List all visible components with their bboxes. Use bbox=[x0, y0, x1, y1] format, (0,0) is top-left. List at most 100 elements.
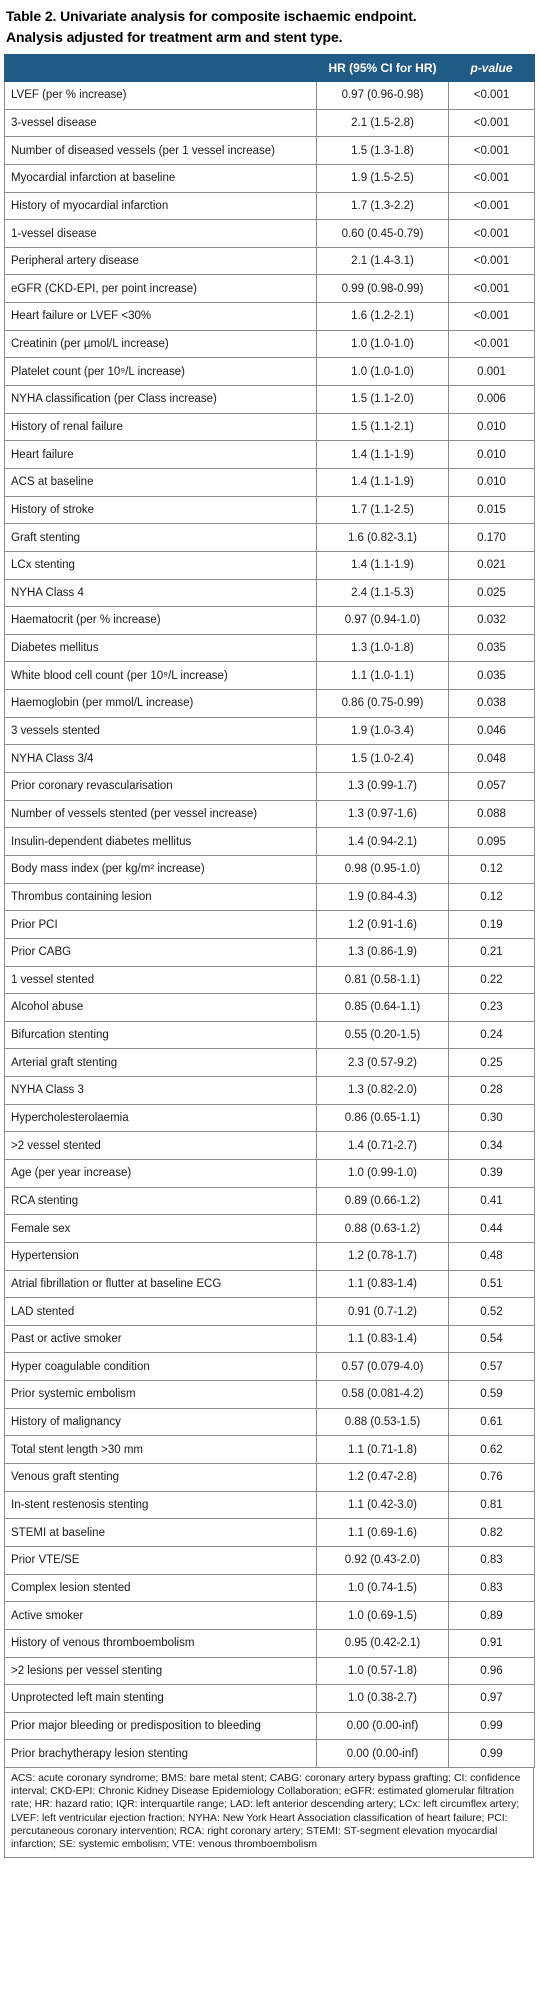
cell-pvalue: 0.21 bbox=[448, 937, 535, 967]
cell-pvalue: 0.010 bbox=[448, 440, 535, 469]
cell-hr: 0.85 (0.64-1.1) bbox=[316, 993, 449, 1022]
cell-hr: 0.55 (0.20-1.5) bbox=[316, 1020, 449, 1050]
table-row: 3 vessels stented 1.9 (1.0-3.4) 0.046 bbox=[4, 716, 535, 746]
table-row: Hypercholesterolaemia 0.86 (0.65-1.1) 0.30 bbox=[4, 1103, 535, 1133]
cell-variable: Body mass index (per kg/m² increase) bbox=[4, 854, 317, 884]
cell-variable: Myocardial infarction at baseline bbox=[4, 163, 317, 193]
cell-variable: Hyper coagulable condition bbox=[4, 1352, 317, 1382]
cell-hr: 1.0 (1.0-1.0) bbox=[316, 357, 449, 387]
cell-variable: >2 vessel stented bbox=[4, 1131, 317, 1160]
cell-pvalue: <0.001 bbox=[448, 219, 535, 248]
cell-variable: eGFR (CKD-EPI, per point increase) bbox=[4, 274, 317, 304]
cell-hr: 0.97 (0.94-1.0) bbox=[316, 606, 449, 635]
cell-pvalue: 0.89 bbox=[448, 1601, 535, 1630]
cell-hr: 1.0 (0.69-1.5) bbox=[316, 1601, 449, 1630]
table-row: Hypertension 1.2 (0.78-1.7) 0.48 bbox=[4, 1241, 535, 1271]
univariate-table: HR (95% CI for HR) p-value LVEF (per % i… bbox=[4, 54, 535, 1769]
cell-variable: Thrombus containing lesion bbox=[4, 882, 317, 912]
table-row: Past or active smoker 1.1 (0.83-1.4) 0.54 bbox=[4, 1324, 535, 1354]
cell-hr: 1.5 (1.1-2.1) bbox=[316, 412, 449, 442]
cell-pvalue: 0.54 bbox=[448, 1324, 535, 1354]
cell-hr: 2.1 (1.5-2.8) bbox=[316, 108, 449, 138]
cell-hr: 0.88 (0.53-1.5) bbox=[316, 1407, 449, 1437]
table-row: NYHA Class 4 2.4 (1.1-5.3) 0.025 bbox=[4, 578, 535, 608]
cell-variable: Prior CABG bbox=[4, 937, 317, 967]
table-row: Age (per year increase) 1.0 (0.99-1.0) 0.3… bbox=[4, 1158, 535, 1188]
cell-hr: 1.7 (1.3-2.2) bbox=[316, 191, 449, 221]
cell-pvalue: 0.99 bbox=[448, 1711, 535, 1741]
cell-hr: 0.00 (0.00-inf) bbox=[316, 1739, 449, 1769]
cell-variable: Heart failure bbox=[4, 440, 317, 469]
cell-hr: 1.3 (0.97-1.6) bbox=[316, 799, 449, 829]
cell-variable: History of myocardial infarction bbox=[4, 191, 317, 221]
cell-pvalue: <0.001 bbox=[448, 108, 535, 138]
table-row: History of myocardial infarction 1.7 (1.3… bbox=[4, 191, 535, 221]
table-row: Body mass index (per kg/m² increase) 0.98… bbox=[4, 854, 535, 884]
cell-variable: LCx stenting bbox=[4, 550, 317, 580]
cell-hr: 1.9 (1.0-3.4) bbox=[316, 716, 449, 746]
table-row: Prior VTE/SE 0.92 (0.43-2.0) 0.83 bbox=[4, 1545, 535, 1575]
table-body: LVEF (per % increase) 0.97 (0.96-0.98) <0.… bbox=[4, 81, 535, 1769]
cell-variable: STEMI at baseline bbox=[4, 1518, 317, 1547]
table-row: RCA stenting 0.89 (0.66-1.2) 0.41 bbox=[4, 1186, 535, 1216]
table-row: Creatinin (per µmol/L increase) 1.0 (1.0-… bbox=[4, 329, 535, 359]
cell-variable: Heart failure or LVEF <30% bbox=[4, 302, 317, 331]
table-row: >2 vessel stented 1.4 (0.71-2.7) 0.34 bbox=[4, 1131, 535, 1160]
table-row: Prior systemic embolism 0.58 (0.081-4.2) 0… bbox=[4, 1380, 535, 1409]
table-row: NYHA Class 3/4 1.5 (1.0-2.4) 0.048 bbox=[4, 744, 535, 774]
cell-hr: 2.1 (1.4-3.1) bbox=[316, 246, 449, 276]
table-row: History of malignancy 0.88 (0.53-1.5) 0.61 bbox=[4, 1407, 535, 1437]
table-row: Prior major bleeding or predisposition t… bbox=[4, 1711, 535, 1741]
cell-pvalue: <0.001 bbox=[448, 163, 535, 193]
cell-pvalue: 0.001 bbox=[448, 357, 535, 387]
cell-pvalue: 0.62 bbox=[448, 1435, 535, 1465]
table-row: Insulin-dependent diabetes mellitus 1.4 (… bbox=[4, 827, 535, 856]
cell-pvalue: 0.038 bbox=[448, 689, 535, 718]
cell-pvalue: 0.25 bbox=[448, 1048, 535, 1078]
cell-variable: Past or active smoker bbox=[4, 1324, 317, 1354]
cell-variable: NYHA Class 3/4 bbox=[4, 744, 317, 774]
cell-pvalue: 0.34 bbox=[448, 1131, 535, 1160]
cell-variable: Insulin-dependent diabetes mellitus bbox=[4, 827, 317, 856]
cell-variable: RCA stenting bbox=[4, 1186, 317, 1216]
cell-pvalue: 0.12 bbox=[448, 854, 535, 884]
table-row: Thrombus containing lesion 1.9 (0.84-4.3)… bbox=[4, 882, 535, 912]
cell-hr: 1.4 (1.1-1.9) bbox=[316, 467, 449, 497]
header-hr: HR (95% CI for HR) bbox=[316, 54, 449, 82]
table-title: Table 2. Univariate analysis for composi… bbox=[6, 6, 534, 48]
cell-pvalue: 0.19 bbox=[448, 910, 535, 939]
table-row: ACS at baseline 1.4 (1.1-1.9) 0.010 bbox=[4, 467, 535, 497]
cell-hr: 0.00 (0.00-inf) bbox=[316, 1711, 449, 1741]
cell-variable: Prior major bleeding or predisposition t… bbox=[4, 1711, 317, 1741]
table-row: In-stent restenosis stenting 1.1 (0.42-3.… bbox=[4, 1490, 535, 1520]
cell-pvalue: 0.23 bbox=[448, 993, 535, 1022]
cell-variable: Platelet count (per 10⁹/L increase) bbox=[4, 357, 317, 387]
table-footnote: ACS: acute coronary syndrome; BMS: bare … bbox=[4, 1768, 534, 1859]
cell-variable: LAD stented bbox=[4, 1297, 317, 1326]
cell-pvalue: <0.001 bbox=[448, 246, 535, 276]
cell-variable: NYHA Class 3 bbox=[4, 1076, 317, 1105]
cell-pvalue: <0.001 bbox=[448, 81, 535, 110]
table-row: Number of vessels stented (per vessel in… bbox=[4, 799, 535, 829]
cell-hr: 2.4 (1.1-5.3) bbox=[316, 578, 449, 608]
cell-hr: 0.57 (0.079-4.0) bbox=[316, 1352, 449, 1382]
cell-hr: 0.95 (0.42-2.1) bbox=[316, 1628, 449, 1658]
cell-hr: 1.3 (0.86-1.9) bbox=[316, 937, 449, 967]
table-row: Graft stenting 1.6 (0.82-3.1) 0.170 bbox=[4, 523, 535, 552]
table-row: Diabetes mellitus 1.3 (1.0-1.8) 0.035 bbox=[4, 633, 535, 663]
table-row: 3-vessel disease 2.1 (1.5-2.8) <0.001 bbox=[4, 108, 535, 138]
cell-pvalue: 0.99 bbox=[448, 1739, 535, 1769]
cell-hr: 1.1 (1.0-1.1) bbox=[316, 661, 449, 691]
cell-hr: 0.92 (0.43-2.0) bbox=[316, 1545, 449, 1575]
cell-variable: Peripheral artery disease bbox=[4, 246, 317, 276]
cell-hr: 0.60 (0.45-0.79) bbox=[316, 219, 449, 248]
table-row: Female sex 0.88 (0.63-1.2) 0.44 bbox=[4, 1214, 535, 1243]
cell-hr: 1.4 (1.1-1.9) bbox=[316, 550, 449, 580]
cell-hr: 1.3 (0.82-2.0) bbox=[316, 1076, 449, 1105]
table-row: White blood cell count (per 10⁹/L increa… bbox=[4, 661, 535, 691]
table-row: History of renal failure 1.5 (1.1-2.1) 0.0… bbox=[4, 412, 535, 442]
cell-pvalue: 0.057 bbox=[448, 772, 535, 801]
table-row: Alcohol abuse 0.85 (0.64-1.1) 0.23 bbox=[4, 993, 535, 1022]
cell-pvalue: <0.001 bbox=[448, 136, 535, 165]
cell-pvalue: 0.021 bbox=[448, 550, 535, 580]
